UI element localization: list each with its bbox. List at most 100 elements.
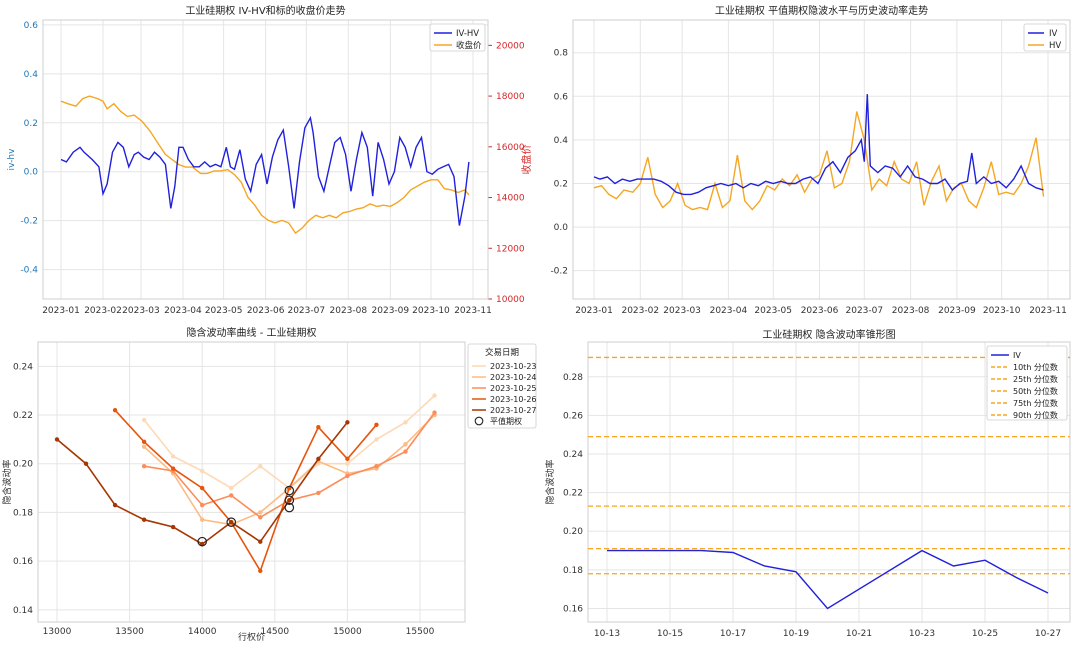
- series-point: [258, 539, 263, 544]
- y-tick-label: -0.2: [20, 217, 38, 227]
- x-tick-label: 2023-10: [983, 306, 1021, 316]
- series-point: [83, 461, 89, 466]
- x-tick-label: 2023-07: [846, 306, 884, 316]
- x-tick-label: 2023-01: [42, 306, 80, 316]
- y-tick-label: 0.18: [13, 508, 33, 518]
- legend-label: 2023-10-24: [490, 373, 537, 382]
- y-tick-label: 0.26: [563, 411, 583, 421]
- series-point: [258, 515, 263, 520]
- legend-label: 10th 分位数: [1013, 362, 1058, 372]
- y2-tick-label: 10000: [496, 295, 525, 305]
- x-axis-label: 行权价: [238, 631, 265, 643]
- y2-tick-label: 20000: [496, 41, 525, 51]
- series-point: [345, 456, 350, 462]
- series-point: [374, 437, 379, 442]
- x-tick-label: 2023-08: [330, 306, 368, 316]
- y-tick-label: 0.16: [13, 557, 33, 567]
- legend-label: 50th 分位数: [1013, 386, 1058, 396]
- series-point: [345, 420, 350, 425]
- series-point: [200, 517, 205, 522]
- series-point: [200, 485, 205, 491]
- series-iv-line: [607, 549, 1049, 610]
- y-tick-label: 0.6: [24, 21, 39, 31]
- legend-label: 2023-10-25: [490, 384, 537, 393]
- series-point: [141, 439, 147, 445]
- x-tick-label: 2023-05: [754, 306, 792, 316]
- legend-label: 平值期权: [490, 416, 522, 426]
- y-axis-label: 隐含波动率: [544, 459, 556, 504]
- series-point: [170, 466, 176, 471]
- series-iv-line: [593, 94, 1044, 196]
- series-point: [112, 502, 118, 508]
- series-point: [374, 422, 379, 427]
- series-point: [229, 485, 234, 491]
- atm-marker: [284, 502, 295, 513]
- x-tick-label: 10-27: [1035, 629, 1061, 639]
- series-point: [316, 456, 321, 462]
- y-tick-label: 0.4: [24, 70, 39, 80]
- legend-label: 25th 分位数: [1013, 374, 1058, 384]
- x-tick-label: 13000: [43, 627, 72, 637]
- legend-title: 交易日期: [485, 347, 519, 358]
- y2-axis-label: 收盘价: [520, 145, 533, 175]
- series-point: [316, 425, 321, 430]
- atm-marker: [284, 495, 295, 506]
- series-point: [258, 463, 263, 469]
- x-tick-label: 15500: [406, 627, 435, 637]
- atm-marker: [226, 517, 237, 527]
- legend: IV HV: [1023, 23, 1067, 52]
- panel-atm-iv-hv: 2023-01 2023-02 2023-03 2023-04 2023-05 2023-…: [550, 4, 1071, 316]
- plot-frame: [37, 341, 466, 623]
- legend-label: 75th 分位数: [1013, 398, 1058, 408]
- chart-title: 工业硅期权 隐含波动率锥形图: [762, 328, 895, 341]
- y-tick-label: 0.2: [554, 179, 568, 189]
- y-tick-label: -0.4: [20, 266, 38, 276]
- series-point: [345, 473, 350, 479]
- y-tick-label: 0.2: [24, 119, 38, 129]
- atm-marker: [197, 536, 207, 547]
- legend-label: 2023-10-27: [490, 406, 537, 415]
- y-tick-label: 0.0: [24, 168, 39, 178]
- legend-label: IV: [1013, 351, 1021, 360]
- legend-label: 2023-10-23: [490, 362, 537, 371]
- series-line-2023-10-26: [114, 409, 378, 573]
- y2-tick-label: 18000: [496, 92, 525, 102]
- y-tick-label: 0.4: [554, 136, 569, 146]
- x-tick-label: 2023-08: [892, 306, 930, 316]
- series-point: [432, 410, 437, 415]
- y-tick-label: 0.6: [554, 92, 569, 102]
- y2-tick-label: 14000: [496, 194, 525, 204]
- x-tick-label: 2023-07: [287, 306, 325, 316]
- plot-frame: [42, 19, 489, 300]
- series-point: [229, 519, 234, 525]
- x-tick-label: 10-25: [972, 629, 998, 639]
- x-tick-label: 2023-03: [122, 306, 160, 316]
- y-tick-label: 0.14: [13, 606, 33, 616]
- series-point: [345, 461, 350, 466]
- series-point: [112, 407, 118, 413]
- x-tick-label: 2023-06: [801, 306, 839, 316]
- x-tick-label: 14000: [188, 627, 217, 637]
- y-tick-label: -0.2: [550, 267, 568, 277]
- series-point: [258, 568, 263, 574]
- y-tick-label: 0.28: [563, 373, 583, 383]
- panel-iv-cone: 10-13 10-15 10-17 10-19 10-21 10-23 10-25 10-27…: [544, 328, 1071, 639]
- chart-title: 工业硅期权 平值期权隐波水平与历史波动率走势: [715, 4, 928, 17]
- y-tick-label: 0.20: [13, 460, 33, 470]
- y-tick-label: 0.8: [554, 49, 569, 59]
- legend-label: IV-HV: [456, 29, 479, 39]
- x-tick-label: 13500: [115, 627, 144, 637]
- legend: 交易日期 2023-10-23 2023-10-24 2023-10-25 2023-1…: [467, 343, 537, 429]
- series-point: [141, 444, 147, 449]
- x-tick-label: 2023-09: [372, 306, 410, 316]
- series-point: [258, 510, 263, 515]
- legend-label: HV: [1049, 41, 1061, 51]
- y-tick-label: 0.16: [563, 604, 583, 614]
- y2-tick-label: 12000: [496, 244, 525, 254]
- y-tick-label: 0.24: [13, 362, 33, 372]
- series-point: [170, 524, 176, 530]
- chart-title: 工业硅期权 IV-HV和标的收盘价走势: [185, 4, 345, 17]
- series-point: [170, 454, 176, 459]
